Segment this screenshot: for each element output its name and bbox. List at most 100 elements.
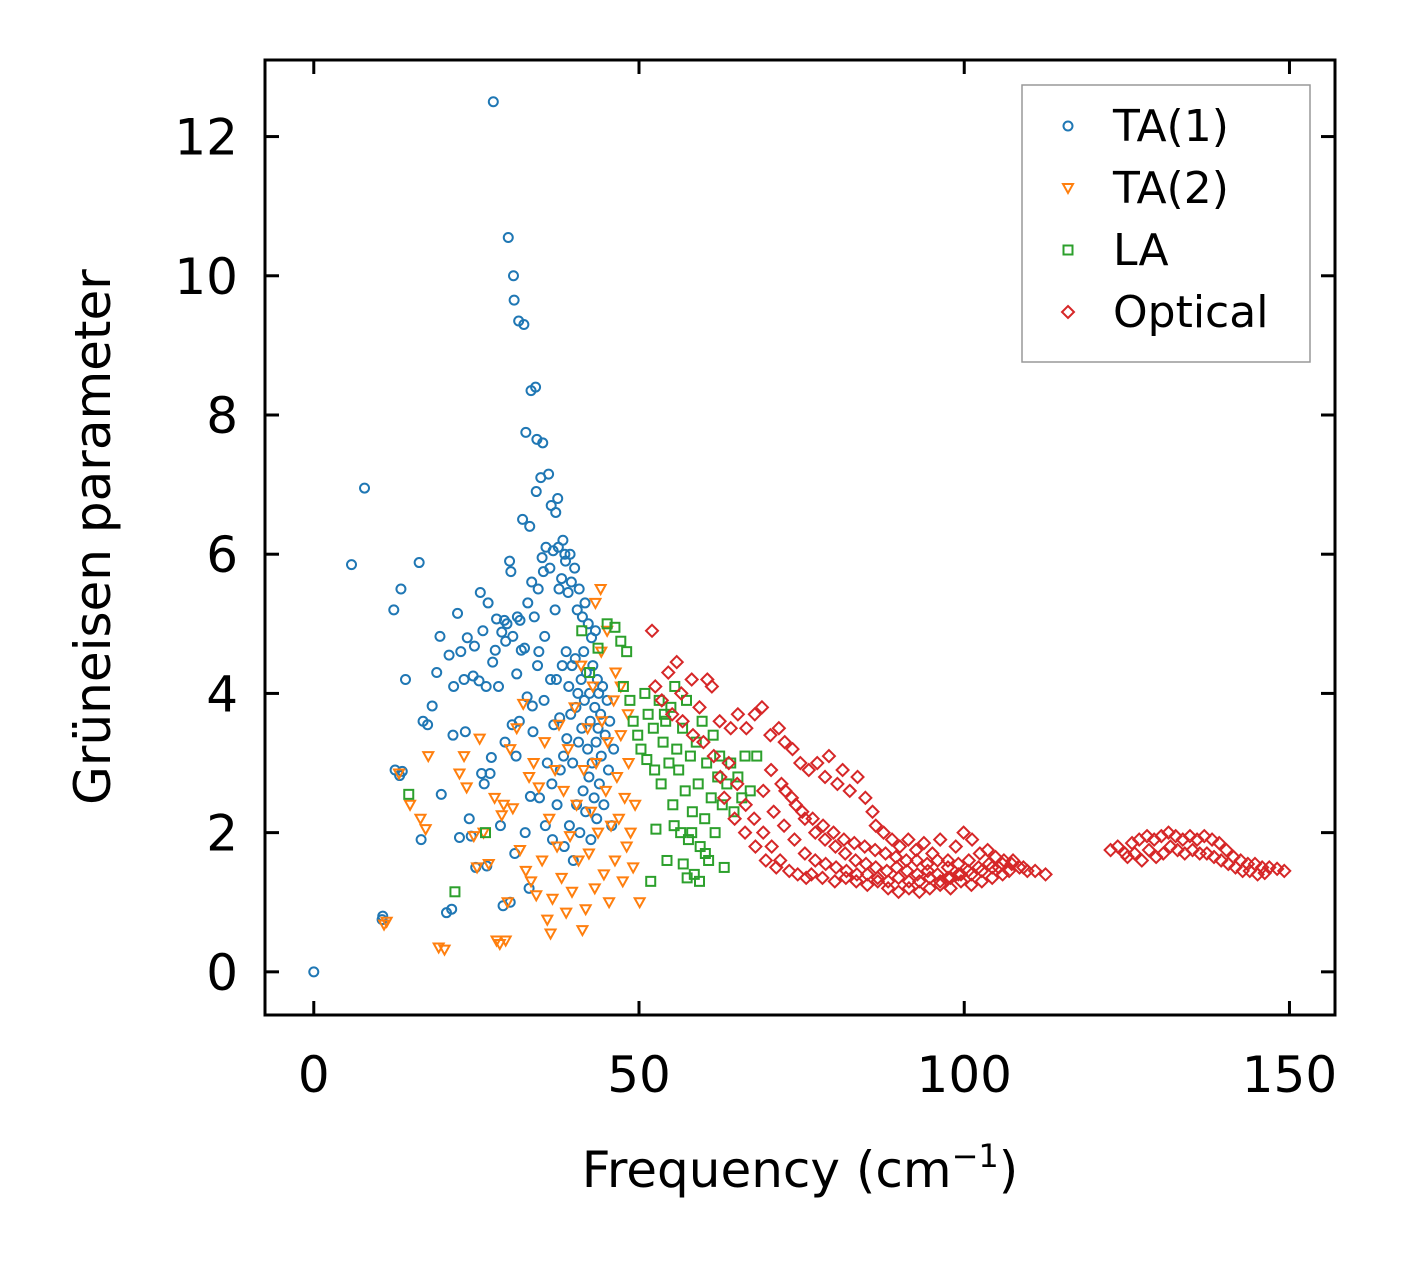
data-point xyxy=(755,825,771,841)
data-point xyxy=(601,618,613,630)
data-point xyxy=(495,810,509,823)
scatter-points xyxy=(308,96,1292,978)
data-point xyxy=(575,925,590,938)
data-point xyxy=(506,803,520,816)
data-point xyxy=(744,785,756,797)
data-point xyxy=(487,792,502,805)
data-point xyxy=(457,751,471,764)
data-point xyxy=(658,708,670,720)
data-point xyxy=(703,854,715,866)
data-point xyxy=(359,482,371,494)
data-point xyxy=(718,861,730,873)
data-point xyxy=(699,848,711,860)
data-point xyxy=(559,548,571,560)
x-tick-label-100: 100 xyxy=(917,1046,1012,1104)
data-point xyxy=(1242,863,1258,879)
data-point xyxy=(663,757,675,769)
data-point xyxy=(764,839,780,854)
data-point xyxy=(781,863,797,879)
data-point xyxy=(574,660,588,673)
data-point xyxy=(920,863,936,879)
data-point xyxy=(1182,828,1198,844)
data-point xyxy=(953,866,969,882)
data-point xyxy=(431,667,443,679)
data-point xyxy=(624,694,636,706)
data-point xyxy=(610,771,624,785)
data-point xyxy=(828,860,844,875)
data-point xyxy=(618,792,632,805)
data-point xyxy=(974,863,990,879)
data-point xyxy=(489,644,501,656)
data-point xyxy=(943,870,958,886)
data-point xyxy=(435,788,447,800)
data-point xyxy=(704,679,720,694)
data-point xyxy=(556,573,568,585)
data-point xyxy=(446,903,458,915)
data-point xyxy=(727,811,743,827)
data-point xyxy=(1134,853,1150,868)
data-point xyxy=(482,597,494,609)
data-point xyxy=(751,750,763,762)
data-point xyxy=(815,870,830,886)
data-point xyxy=(1218,842,1234,858)
data-point xyxy=(1228,860,1243,875)
data-point xyxy=(540,914,554,927)
data-point xyxy=(809,755,825,771)
data-point xyxy=(573,736,585,748)
data-point xyxy=(930,853,945,868)
data-point xyxy=(932,873,948,889)
legend-marker-TA(1) xyxy=(1062,120,1074,132)
data-point xyxy=(801,762,817,778)
data-point xyxy=(550,841,564,854)
data-point xyxy=(817,769,833,785)
data-point xyxy=(1005,853,1021,868)
data-point xyxy=(510,723,524,736)
data-point xyxy=(413,813,428,826)
data-point xyxy=(487,96,499,108)
data-point xyxy=(940,853,956,868)
data-point xyxy=(837,846,853,861)
data-point xyxy=(564,548,576,560)
data-point xyxy=(677,722,689,734)
data-point xyxy=(984,860,1000,875)
data-point xyxy=(572,687,584,699)
data-point xyxy=(501,618,513,630)
data-point xyxy=(964,832,980,848)
data-point xyxy=(850,769,865,785)
data-point xyxy=(421,751,435,764)
data-point xyxy=(549,604,561,616)
data-point xyxy=(493,939,507,952)
data-point xyxy=(470,862,484,875)
data-point xyxy=(524,520,536,532)
data-point xyxy=(510,750,522,762)
data-point xyxy=(537,437,549,449)
legend-label-TA(2): TA(2) xyxy=(1112,163,1229,214)
data-point xyxy=(650,823,662,835)
data-point xyxy=(569,653,581,665)
data-point xyxy=(595,716,609,729)
data-point xyxy=(668,820,680,832)
data-point xyxy=(552,493,564,505)
data-point xyxy=(827,873,843,889)
data-point xyxy=(437,944,452,957)
data-point xyxy=(533,646,545,658)
data-point xyxy=(642,708,654,720)
data-point xyxy=(584,667,596,679)
data-point xyxy=(422,719,434,731)
data-point xyxy=(696,715,708,727)
data-point xyxy=(591,813,603,825)
data-point xyxy=(526,576,538,588)
data-point xyxy=(577,764,591,778)
data-point xyxy=(940,870,956,886)
data-point xyxy=(565,886,579,899)
data-point xyxy=(593,584,608,597)
data-point xyxy=(639,687,651,699)
data-point xyxy=(785,741,800,757)
data-point xyxy=(654,692,670,708)
data-point xyxy=(498,935,513,948)
data-point xyxy=(537,737,552,750)
data-point xyxy=(664,706,680,722)
data-point xyxy=(482,858,496,872)
data-point xyxy=(762,727,778,743)
data-point xyxy=(961,853,977,868)
